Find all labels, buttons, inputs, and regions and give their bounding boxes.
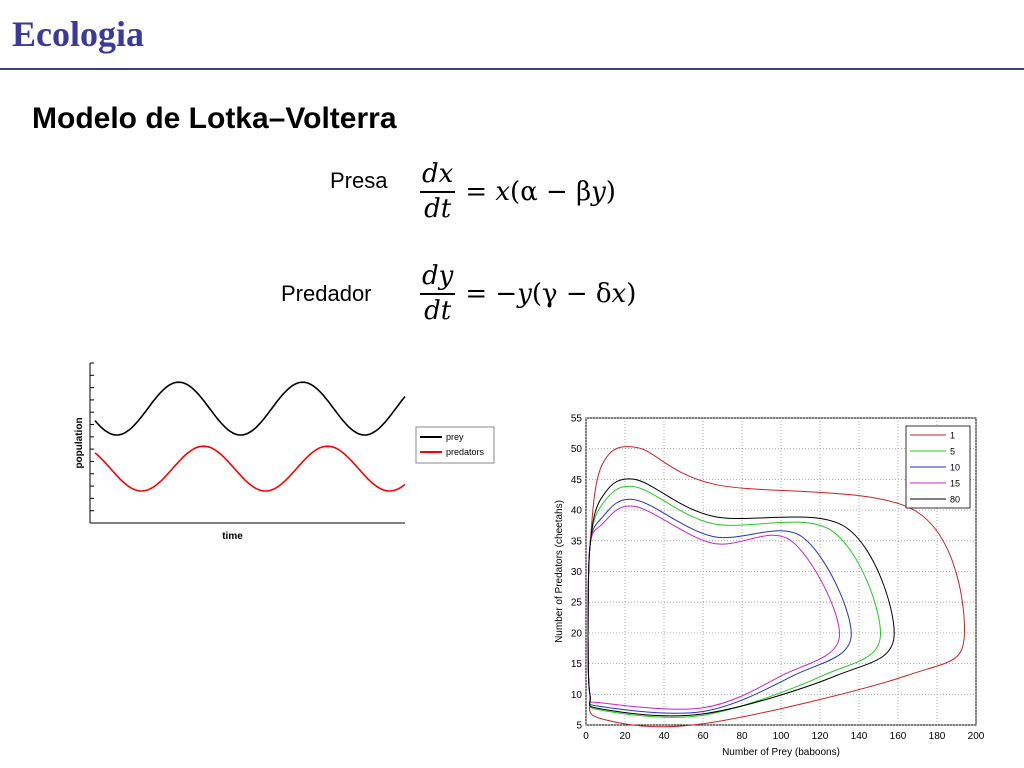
predator-derivative-den: dt	[424, 295, 452, 326]
phase-x-tick-label: 180	[929, 731, 946, 742]
phase-y-tick-label: 5	[576, 721, 582, 732]
phase-x-tick-label: 60	[697, 731, 709, 742]
prey-rhs-var: x	[495, 176, 511, 207]
phase-x-tick-label: 20	[619, 731, 631, 742]
ts-legend	[415, 426, 495, 464]
predator-rhs-rest: (γ − δ	[531, 278, 612, 309]
slide-subtitle: Modelo de Lotka–Volterra	[32, 102, 397, 135]
predator-derivative-num: dy	[420, 262, 456, 295]
phase-legend-label-10: 10	[950, 463, 960, 473]
prey-equation: dx dt = x(α − βy)	[420, 160, 616, 223]
ts-xlabel: time	[222, 531, 243, 542]
prey-derivative: dx dt	[420, 160, 456, 224]
phase-y-tick-label: 35	[571, 536, 583, 547]
phase-portrait-chart: 0 20 40 60 80 100 120 140 160 180 2005101520253035…	[554, 414, 985, 759]
phase-y-tick-label: 25	[571, 598, 583, 609]
prey-equation-label: Presa	[330, 168, 388, 193]
phase-orbit-80	[587, 478, 895, 717]
phase-y-tick-label: 40	[571, 506, 583, 517]
phase-y-tick-label: 30	[571, 567, 583, 578]
ts-legend-label-predators: predators	[446, 447, 485, 457]
prey-derivative-num: dx	[420, 160, 456, 193]
phase-legend-label-15: 15	[950, 479, 960, 489]
time-series-chart: time population prey predators	[74, 362, 495, 542]
slide-title: Ecologia	[12, 14, 144, 54]
phase-x-tick-label: 40	[658, 731, 670, 742]
phase-legend-label-5: 5	[950, 447, 955, 457]
phase-ylabel: Number of Predators (cheetahs)	[554, 500, 565, 643]
ts-legend-label-prey: prey	[446, 432, 464, 442]
prey-rhs-var2: y	[591, 176, 606, 207]
phase-orbit-15	[587, 505, 841, 710]
phase-legend-label-80: 80	[950, 495, 960, 505]
phase-y-tick-label: 10	[571, 690, 583, 701]
phase-x-tick-label: 120	[812, 731, 829, 742]
phase-legend-label-1: 1	[950, 431, 955, 441]
phase-x-tick-label: 140	[851, 731, 868, 742]
predator-derivative: dy dt	[420, 262, 456, 326]
prey-rhs-rest: (α − β	[510, 176, 592, 207]
phase-y-tick-label: 15	[571, 659, 583, 670]
phase-y-tick-label: 55	[571, 414, 583, 425]
prey-derivative-den: dt	[424, 193, 452, 224]
phase-x-tick-label: 100	[773, 731, 790, 742]
phase-orbit-1	[587, 446, 965, 728]
predator-equation-label: Predador	[281, 281, 372, 306]
phase-orbit-5	[587, 485, 881, 718]
phase-x-tick-label: 80	[736, 731, 748, 742]
phase-orbit-10	[587, 498, 852, 714]
phase-y-tick-label: 50	[571, 444, 583, 455]
phase-x-tick-label: 0	[583, 731, 589, 742]
predator-rhs-var: −y	[495, 278, 532, 309]
phase-x-tick-label: 160	[890, 731, 907, 742]
phase-y-tick-label: 20	[571, 628, 583, 639]
phase-x-tick-label: 200	[968, 731, 985, 742]
predator-rhs-end: )	[626, 278, 637, 309]
ts-series-predators	[94, 445, 406, 492]
phase-y-tick-label: 45	[571, 475, 583, 486]
title-divider	[0, 68, 1024, 70]
ts-ylabel: population	[74, 417, 85, 468]
prey-rhs: = x(α − βy)	[465, 176, 616, 207]
predator-rhs-var2: x	[611, 278, 627, 309]
prey-rhs-end: )	[605, 176, 616, 207]
ts-series-prey	[94, 381, 406, 436]
phase-xlabel: Number of Prey (baboons)	[722, 747, 840, 758]
predator-equation: dy dt = −y(γ − δx)	[420, 262, 636, 325]
predator-rhs: = −y(γ − δx)	[465, 278, 637, 309]
